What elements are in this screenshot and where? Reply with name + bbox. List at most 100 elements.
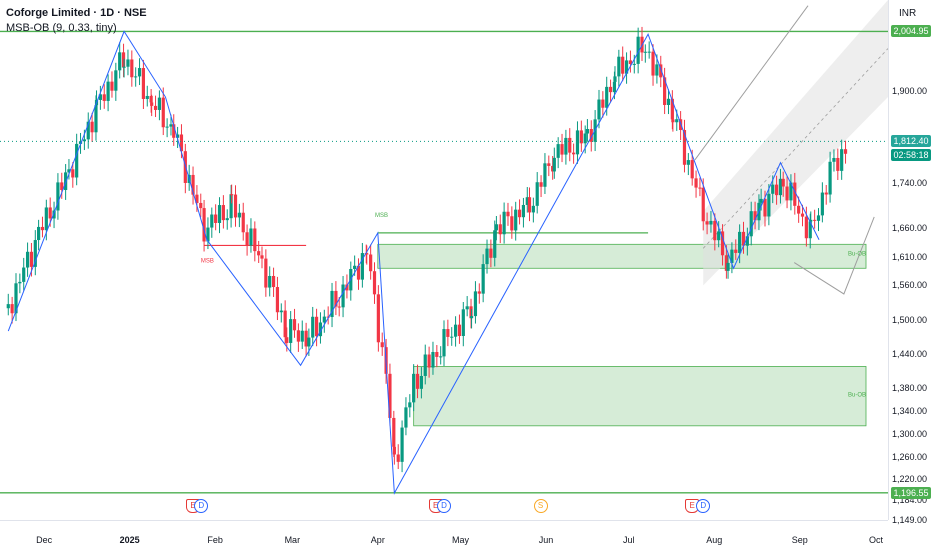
candle-body <box>237 212 241 218</box>
candle-body <box>601 99 605 108</box>
price-axis[interactable]: INR 1,900.00 1,740.00 1,660.00 1,610.00 1,56… <box>888 0 932 525</box>
candle-body <box>392 446 396 455</box>
candle-body <box>304 330 308 347</box>
candle-body <box>663 77 667 105</box>
price-tick-label: 1,149.00 <box>891 515 927 525</box>
candle-body <box>551 165 555 172</box>
candle-body <box>233 194 238 218</box>
candle-body <box>60 182 64 191</box>
candle-body <box>493 230 497 258</box>
candle-body <box>369 254 373 272</box>
msb-bullish-label: MSB <box>375 213 388 219</box>
candle-body <box>585 129 590 134</box>
candle-body <box>636 36 640 64</box>
candle-body <box>191 174 195 195</box>
candle-body <box>543 163 547 187</box>
zigzag-line <box>7 30 820 495</box>
candle-body <box>314 316 319 337</box>
price-tick-label: 1,610.00 <box>891 251 927 262</box>
candle-body <box>531 205 535 213</box>
candle-body <box>225 218 229 221</box>
candle-body <box>785 186 789 201</box>
price-chart-plot[interactable]: MSB MSB Bu-OB Bu-OB <box>0 0 888 520</box>
candle-body <box>564 137 568 155</box>
candle-body <box>75 143 79 178</box>
candle-body <box>214 214 218 223</box>
candle-body <box>121 52 126 68</box>
candle-body <box>726 262 730 271</box>
candle-body <box>150 102 154 106</box>
dividend-event-icon[interactable]: D <box>194 499 209 513</box>
candle-body <box>260 255 264 259</box>
split-event-icon[interactable]: S <box>533 499 548 513</box>
candle-body <box>659 64 663 78</box>
candle-body <box>617 56 621 77</box>
candle-body <box>717 231 721 241</box>
candle-body <box>40 226 45 231</box>
candle-body <box>749 211 753 237</box>
resistance-price-tag[interactable]: 2,004.95 <box>891 25 931 38</box>
candle-body <box>589 129 593 142</box>
candle-body <box>800 213 805 217</box>
candle-body <box>713 220 717 241</box>
dividend-event-icon[interactable]: D <box>696 499 711 513</box>
candle-body <box>102 94 106 101</box>
candle-body <box>778 178 783 196</box>
candle-body <box>217 205 222 223</box>
candle-body <box>568 137 572 153</box>
bar-countdown-tag[interactable]: 02:58:18 <box>891 149 931 162</box>
candle-body <box>86 121 90 140</box>
candle-body <box>439 356 443 358</box>
time-tick-label: Jun <box>538 535 554 545</box>
candle-body <box>535 182 539 206</box>
candle-body <box>165 126 169 128</box>
candle-body <box>44 207 48 231</box>
candle-body <box>494 224 498 231</box>
candle-body <box>257 251 261 256</box>
candle-body <box>25 251 30 268</box>
symbol-title[interactable]: Coforge Limited · 1D · NSE <box>6 7 147 19</box>
time-tick-label: Apr <box>370 535 385 545</box>
support-price-tag[interactable]: 1,196.55 <box>891 486 931 499</box>
candle-body <box>643 51 647 53</box>
candle-body <box>264 258 268 288</box>
candle-body <box>647 51 651 53</box>
candle-body <box>738 231 742 253</box>
candle-body <box>82 139 86 142</box>
candle-body <box>686 160 690 165</box>
candle-body <box>836 157 840 171</box>
candle-body <box>71 169 75 178</box>
candle-body <box>334 290 338 307</box>
candle-body <box>453 324 458 337</box>
candle-body <box>56 182 60 211</box>
candle-body <box>809 219 813 222</box>
candle-body <box>489 248 493 258</box>
time-tick-label: 2025 <box>119 535 140 545</box>
price-tick-label: 1,500.00 <box>891 314 927 325</box>
dividend-event-icon[interactable]: D <box>437 499 451 513</box>
candle-body <box>37 226 41 241</box>
candle-body <box>245 232 249 246</box>
indicator-label[interactable]: MSB-OB (9, 0.33, tiny) <box>6 22 117 34</box>
time-axis[interactable]: Dec 2025 Feb Mar Apr May Jun Jul Aug Sep Oct E D E D S E… <box>0 499 888 551</box>
candle-body <box>376 294 380 343</box>
price-tick-label: 1,260.00 <box>891 451 927 462</box>
time-tick-label: Oct <box>868 535 884 545</box>
candle-body <box>275 287 280 313</box>
candle-body <box>675 119 679 123</box>
candle-body <box>547 163 551 166</box>
currency-label: INR <box>899 8 917 19</box>
candle-body <box>781 178 785 187</box>
candle-body <box>477 291 481 294</box>
candle-body <box>202 208 206 242</box>
last-price-tag[interactable]: 1,812.40 <box>891 135 931 148</box>
price-tick-label: 1,220.00 <box>891 474 927 485</box>
candle-body <box>510 216 514 231</box>
candle-body <box>789 182 793 201</box>
candle-body <box>539 182 543 187</box>
candle-body <box>322 316 326 323</box>
candle-body <box>651 51 655 76</box>
candle-body <box>521 204 526 218</box>
candle-body <box>145 95 149 99</box>
candle-body <box>249 228 253 246</box>
